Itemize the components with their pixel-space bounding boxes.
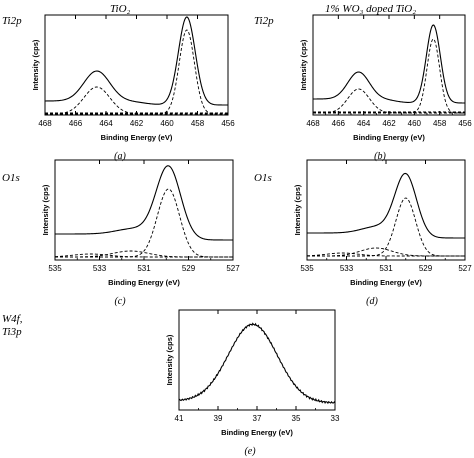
row-label-w4f: W4f, [2, 313, 23, 325]
row-label-ti2p-left: Ti2p [2, 15, 22, 27]
series-envelope-line [45, 16, 228, 106]
x-tick-label: 466 [332, 119, 346, 128]
title-wo3-doped: 1% WO₃ doped TiO₂ [325, 3, 416, 15]
series-component-3 [306, 252, 465, 257]
x-tick-label: 41 [175, 414, 184, 423]
x-tick-label: 458 [191, 119, 205, 128]
panel-caption: (e) [244, 446, 256, 457]
row-label-o1s-left: O1s [2, 172, 20, 184]
series-component-1 [307, 197, 465, 257]
series-envelope-line [307, 172, 465, 239]
series-envelope-line [55, 165, 233, 241]
panel-a: 468 466 464 462 460 458 456 Binding Energy (eV)… [31, 14, 235, 162]
x-tick-label: 464 [99, 119, 113, 128]
plot-frame [44, 14, 229, 116]
panel-caption: (d) [366, 296, 378, 307]
y-axis-label: Intensity (cps) [31, 39, 40, 90]
y-axis-label: Intensity (cps) [41, 184, 50, 235]
x-tick-label: 529 [419, 264, 433, 273]
x-axis-label: Binding Energy (eV) [101, 133, 173, 142]
x-tick-label: 535 [48, 264, 62, 273]
x-tick-label: 535 [300, 264, 314, 273]
plot-frame [54, 159, 234, 261]
x-tick-label: 468 [38, 119, 52, 128]
panel-c: 535 533 531 529 527 Binding Energy (eV) Intens… [41, 159, 240, 307]
x-tick-label: 533 [93, 264, 107, 273]
x-tick-label: 39 [214, 414, 223, 423]
series-component-1 [313, 88, 465, 114]
series-component-1 [55, 188, 233, 258]
series-envelope-line [313, 24, 465, 104]
x-tick-label: 466 [69, 119, 83, 128]
x-tick-label: 37 [253, 414, 262, 423]
panel-d: 535 533 531 529 527 Binding Energy (eV) Intens… [293, 159, 472, 307]
y-axis-label: Intensity (cps) [299, 39, 308, 90]
x-tick-label: 460 [160, 119, 174, 128]
row-label-ti3p: Ti3p [2, 326, 22, 338]
series-component-2 [307, 247, 465, 257]
x-tick-label: 464 [357, 119, 371, 128]
title-tio2: TiO₂ [110, 3, 131, 15]
x-tick-label: 462 [382, 119, 396, 128]
panel-caption: (c) [114, 296, 126, 307]
x-axis-label: Binding Energy (eV) [108, 278, 180, 287]
plot-frame [306, 159, 466, 261]
panel-e: 41 39 37 35 33 Binding Energy (eV) Intensity (… [165, 309, 340, 457]
x-tick-label: 460 [408, 119, 422, 128]
x-tick-label: 531 [137, 264, 151, 273]
row-label-o1s-right: O1s [254, 172, 272, 184]
x-axis-label: Binding Energy (eV) [353, 133, 425, 142]
series-component-2 [45, 29, 228, 115]
x-tick-label: 529 [182, 264, 196, 273]
y-axis-label: Intensity (cps) [165, 334, 174, 385]
x-tick-label: 527 [458, 264, 472, 273]
x-tick-label: 458 [433, 119, 447, 128]
x-tick-label: 468 [306, 119, 320, 128]
x-tick-label: 533 [340, 264, 354, 273]
x-tick-label: 35 [292, 414, 301, 423]
panel-caption: (b) [374, 151, 386, 162]
x-axis-label: Binding Energy (eV) [350, 278, 422, 287]
x-tick-label: 33 [331, 414, 340, 423]
series-envelope-line [178, 322, 336, 405]
panel-caption: (a) [114, 151, 126, 162]
y-axis-label: Intensity (cps) [293, 184, 302, 235]
x-tick-label: 456 [221, 119, 235, 128]
panels-group: 468 466 464 462 460 458 456 Binding Energy (eV)… [31, 14, 472, 457]
panel-b: 468 466 464 462 460 458 456 Binding Energy (eV)… [299, 14, 472, 162]
series-component-2 [313, 38, 465, 114]
x-tick-label: 462 [130, 119, 144, 128]
row-label-ti2p-right: Ti2p [254, 15, 274, 27]
x-tick-label: 456 [458, 119, 472, 128]
plot-frame [178, 309, 336, 411]
series-component-1 [45, 86, 228, 115]
x-tick-label: 527 [226, 264, 240, 273]
x-tick-label: 531 [379, 264, 393, 273]
x-axis-label: Binding Energy (eV) [221, 428, 293, 437]
